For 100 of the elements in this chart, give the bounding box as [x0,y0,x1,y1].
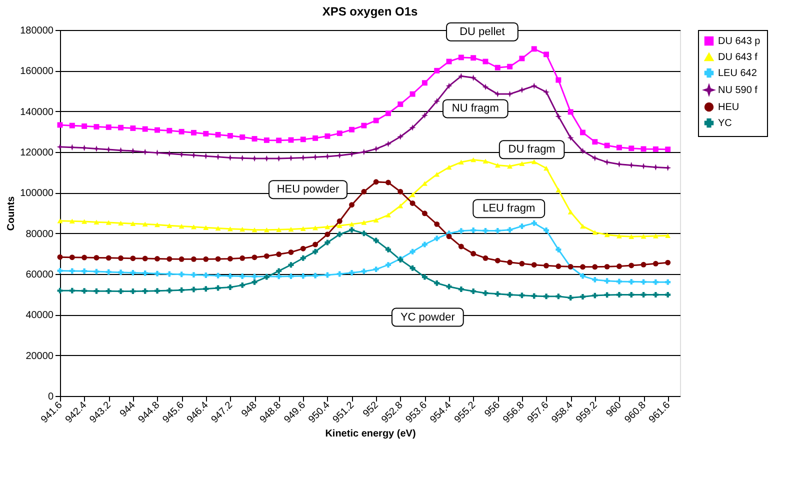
point [288,137,294,143]
point [580,264,586,270]
point [154,256,160,262]
point [252,136,258,142]
point [203,130,209,136]
point [494,162,500,168]
legend-label: DU 643 p [718,36,761,47]
point [640,292,646,298]
point [336,218,342,224]
point [215,272,221,278]
point [300,246,306,252]
point [312,225,318,230]
point [604,278,610,284]
point [276,268,282,274]
point [166,128,172,134]
point [94,268,100,274]
point [178,272,184,278]
point [434,221,440,227]
point [531,159,537,164]
point [312,248,318,254]
point [118,270,124,276]
point [616,144,622,150]
point [57,288,63,294]
point [665,233,671,238]
point [616,264,622,270]
point [178,256,184,262]
point [336,232,342,238]
point [470,228,476,234]
point [203,272,209,278]
point [519,56,525,62]
point [652,279,658,285]
point [482,255,488,261]
annotation: DU fragm [508,144,556,156]
point [166,288,172,294]
point [82,288,88,294]
chart-title: XPS oxygen O1s [322,4,418,18]
point [567,134,574,142]
y-tick-label: 180000 [20,26,54,36]
point [276,227,282,232]
point [458,244,464,250]
point [640,262,646,268]
point [300,273,306,279]
point [373,118,379,124]
point [227,284,233,290]
point [482,58,488,64]
point [458,228,464,234]
y-tick-label: 60000 [26,270,54,280]
point [410,265,416,271]
point [421,112,428,119]
legend-label: DU 643 f [718,52,758,63]
point [324,232,330,238]
point [470,288,476,294]
point [288,274,294,279]
point [361,220,367,225]
point [166,150,173,157]
point [154,222,160,228]
point [604,292,610,298]
point [640,162,647,170]
point [276,252,282,258]
y-tick-label: 140000 [20,106,54,118]
point [240,134,246,140]
point [446,234,452,240]
point [240,226,246,232]
point [628,146,634,152]
point [519,161,525,166]
point [409,124,416,131]
point [628,278,634,284]
point [470,250,476,256]
point [142,126,148,132]
point [446,164,452,170]
point [507,64,513,70]
point [422,274,428,280]
point [628,292,634,298]
point [665,279,671,285]
point [118,124,124,130]
x-tick-label: 952 [361,400,382,420]
point [215,256,221,262]
point [544,228,550,234]
point [398,101,404,107]
point [227,256,233,262]
point [652,260,658,266]
point [154,270,160,276]
point [592,292,598,298]
point [398,204,404,208]
point [531,262,537,268]
point [69,218,75,224]
point [398,188,404,194]
point [568,109,574,115]
point [482,228,488,234]
point [531,46,537,52]
point [579,148,586,154]
point [470,55,476,61]
point [190,224,196,230]
point [240,255,246,261]
point [640,234,646,239]
point [300,136,306,142]
point [665,146,671,152]
point [446,82,452,90]
point [130,221,136,226]
point [652,292,658,298]
